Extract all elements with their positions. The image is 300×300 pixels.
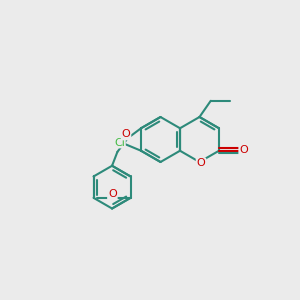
- Text: O: O: [239, 145, 248, 155]
- Text: O: O: [108, 189, 117, 199]
- Text: O: O: [122, 130, 130, 140]
- Text: O: O: [196, 158, 206, 169]
- Text: Cl: Cl: [114, 137, 125, 148]
